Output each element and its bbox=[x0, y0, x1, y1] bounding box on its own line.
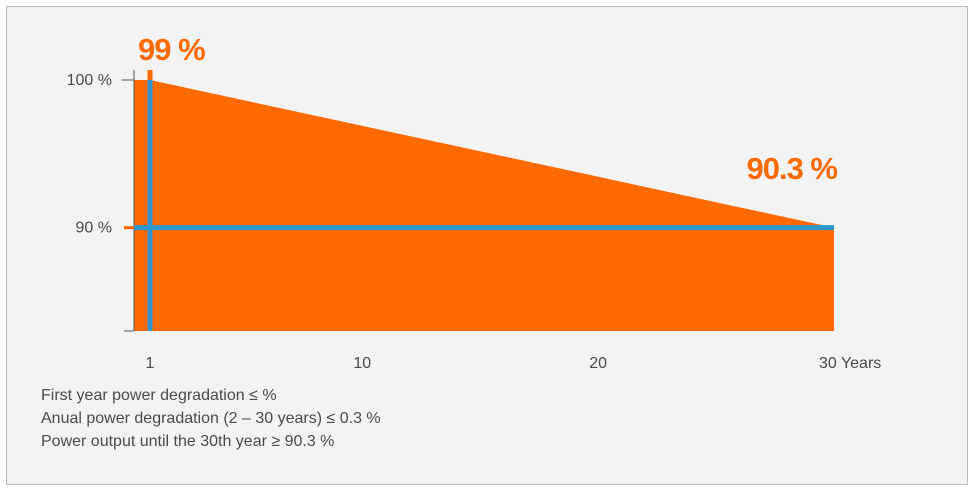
y-tick-label-1: 90 % bbox=[76, 220, 112, 237]
annotation-1: 90.3 % bbox=[746, 151, 837, 186]
note-annual: Anual power degradation (2 – 30 years) ≤… bbox=[41, 410, 381, 427]
note-30th-year: Power output until the 30th year ≥ 90.3 … bbox=[41, 433, 335, 450]
note-first-year: First year power degradation ≤ % bbox=[41, 387, 277, 404]
area-series bbox=[134, 80, 834, 331]
y-tick-label-0: 100 % bbox=[67, 72, 112, 89]
x-tick-label-2: 20 bbox=[589, 355, 607, 372]
x-tick-label-3: 30 Years bbox=[819, 355, 881, 372]
x-tick-label-1: 10 bbox=[353, 355, 371, 372]
x-tick-label-0: 1 bbox=[146, 355, 155, 372]
notes-list: First year power degradation ≤ % Anual p… bbox=[41, 384, 381, 453]
annotation-0: 99 % bbox=[138, 32, 205, 67]
